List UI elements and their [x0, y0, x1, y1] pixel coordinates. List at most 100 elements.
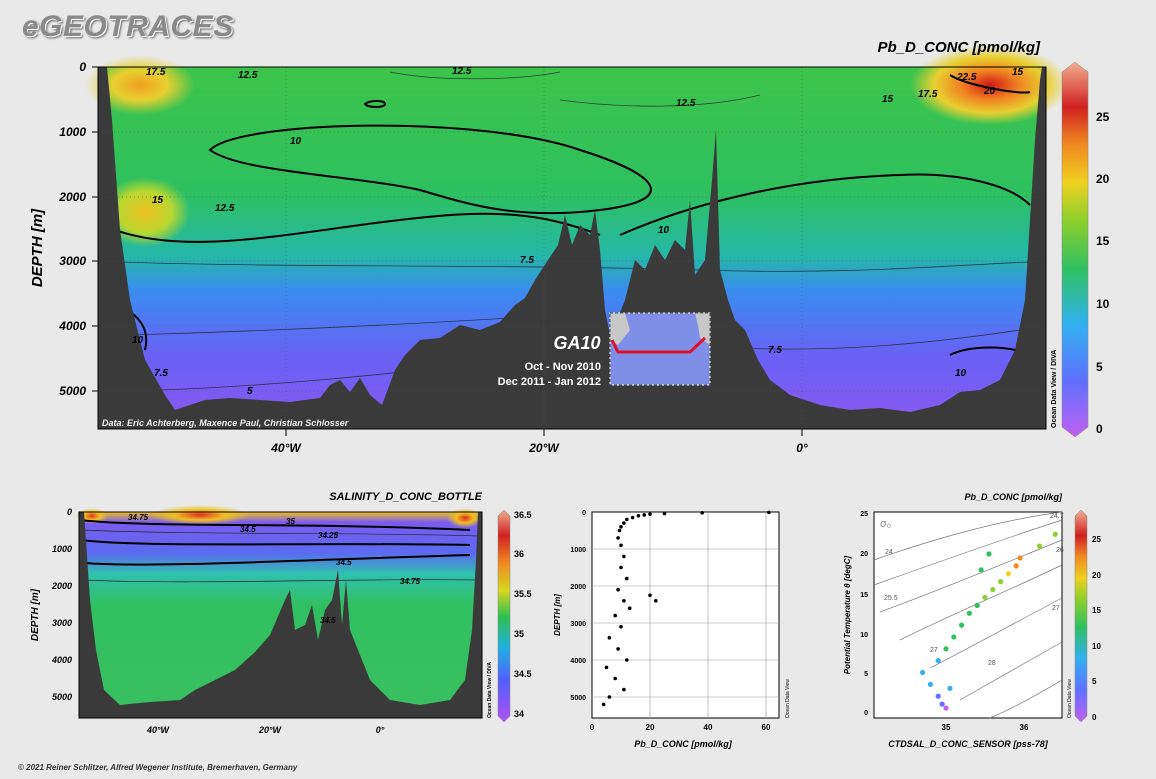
- ts-point: [935, 693, 941, 699]
- pb-colorbar-body: [1061, 61, 1089, 438]
- ts-point: [1013, 563, 1019, 569]
- sal-contour-label: 34.75: [128, 513, 149, 522]
- profile-watermark: Ocean Data View: [785, 679, 791, 718]
- contour-label: 7.5: [154, 368, 168, 379]
- pb-colorbar-tick: 0: [1096, 422, 1103, 436]
- ts-colorbar-tick: 15: [1092, 606, 1101, 615]
- contour-label: 12.5: [238, 70, 258, 81]
- profile-xtick: 0: [590, 723, 595, 732]
- pb-ytick: 4000: [58, 319, 86, 333]
- profile-frame: [591, 511, 780, 719]
- profile-point: [636, 513, 641, 518]
- profile-point: [622, 554, 626, 559]
- pb-section-plot: 0 1000 2000 3000 4000 5000 40°W 20°W 0° …: [29, 39, 1070, 455]
- profile-point: [622, 599, 626, 603]
- profile-point: [619, 543, 623, 548]
- sal-contour-label: 34.5: [336, 558, 352, 567]
- profile-gridlines: [592, 512, 779, 718]
- sal-contour-label: 34.75: [400, 577, 421, 586]
- ts-point: [966, 610, 973, 616]
- pb-xtick: 40°W: [270, 441, 302, 455]
- isopycnal-label: 25.5: [884, 595, 898, 602]
- ts-point: [982, 594, 988, 601]
- ts-point: [920, 669, 926, 676]
- profile-point: [622, 521, 626, 525]
- sal-colorbar-tick: 34.5: [514, 669, 532, 679]
- profile-point: [619, 525, 623, 529]
- ts-colorbar-tick: 25: [1092, 535, 1101, 544]
- pb-hotspot-nw: [85, 55, 195, 115]
- profile-xlabel: Pb_D_CONC [pmol/kg]: [634, 739, 733, 749]
- ts-colorbar-tick: 20: [1092, 571, 1101, 580]
- profile-point: [619, 565, 623, 570]
- ts-point: [1037, 543, 1043, 549]
- profile-ytick: 3000: [570, 621, 586, 628]
- ts-point: [1005, 571, 1012, 577]
- contour-label: 15: [152, 195, 164, 206]
- ts-point: [927, 681, 934, 687]
- profile-point: [616, 647, 620, 651]
- pb-contours-minor: [119, 71, 1031, 391]
- sal-contours: [79, 519, 471, 566]
- ts-colorbar-body: [1074, 509, 1088, 723]
- cruise-date-1: Oct - Nov 2010: [525, 361, 601, 373]
- contour-label: 12.5: [215, 203, 235, 214]
- sal-colorbar-tick: 36: [514, 549, 524, 559]
- profile-ytick: 2000: [570, 584, 586, 591]
- sal-contour-label: 34.25: [318, 531, 339, 540]
- profile-points: [601, 510, 771, 707]
- pb-title: Pb_D_CONC [pmol/kg]: [877, 39, 1041, 56]
- sal-hotspot-3: [447, 508, 483, 528]
- profile-point: [700, 510, 704, 515]
- pb-xtick: 0°: [796, 441, 808, 455]
- contour-label: 22.5: [956, 72, 977, 83]
- cruise-id: GA10: [553, 333, 600, 353]
- pb-colorbar-tick: 20: [1096, 172, 1110, 186]
- profile-point: [625, 658, 629, 662]
- pb-colorbar-tick: 25: [1096, 110, 1110, 124]
- contour-label: 15: [1012, 67, 1024, 78]
- ts-title: Pb_D_CONC [pmol/kg]: [964, 492, 1063, 502]
- pb-contours: [114, 74, 1031, 356]
- ts-xtick: 36: [1020, 723, 1029, 732]
- isopycnal-label: 27: [1052, 605, 1060, 612]
- profile-point: [648, 512, 652, 517]
- pb-ytick: 2000: [58, 190, 86, 204]
- profile-point: [607, 695, 612, 699]
- profile-point: [613, 613, 617, 618]
- ts-colorbar-tick: 10: [1092, 642, 1101, 651]
- pb-colorbar: 0 5 10 15 20 25: [1061, 61, 1110, 438]
- ts-point: [959, 622, 965, 628]
- sal-colorbar-tick: 34: [514, 709, 524, 719]
- profile-point: [627, 606, 632, 610]
- contour-label: 10: [658, 225, 670, 236]
- egeotraces-logo: eGEOTRACES: [22, 10, 234, 43]
- ts-point: [978, 567, 984, 573]
- profile-ytick: 5000: [570, 695, 586, 702]
- ts-colorbar-tick: 5: [1092, 677, 1097, 686]
- pb-xtick: 20°W: [528, 441, 560, 455]
- sal-contour-label: 34.5: [320, 616, 336, 625]
- sal-xtick: 20°W: [258, 725, 283, 735]
- ts-ytick: 25: [860, 511, 868, 518]
- sal-bathymetry: [79, 512, 482, 718]
- ts-point: [990, 586, 996, 593]
- ts-point: [986, 551, 992, 557]
- pb-data-credit: Data: Eric Achterberg, Maxence Paul, Chr…: [102, 418, 349, 428]
- pb-colorbar-tick: 15: [1096, 234, 1110, 248]
- pb-ytick: 3000: [59, 254, 86, 268]
- profile-plot: 0 1000 2000 3000 4000 5000 0 20 40 60 Pb…: [553, 510, 791, 749]
- isopycnal-label: 28: [988, 660, 996, 667]
- ts-point: [951, 634, 957, 640]
- sal-ytick: 0: [67, 507, 72, 517]
- sigma-symbol: σ₀: [880, 518, 891, 530]
- pb-colorbar-tick: 10: [1096, 297, 1110, 311]
- pb-frame: [97, 66, 1047, 430]
- profile-ytick: 4000: [570, 658, 586, 665]
- ts-colorbar-tick: 0: [1092, 713, 1097, 722]
- profile-point: [616, 536, 620, 540]
- profile-point: [619, 624, 623, 629]
- sal-colorbar: 34 34.5 35 35.5 36 36.5: [497, 509, 532, 723]
- sal-title: SALINITY_D_CONC_BOTTLE: [329, 491, 482, 503]
- profile-point: [613, 676, 617, 681]
